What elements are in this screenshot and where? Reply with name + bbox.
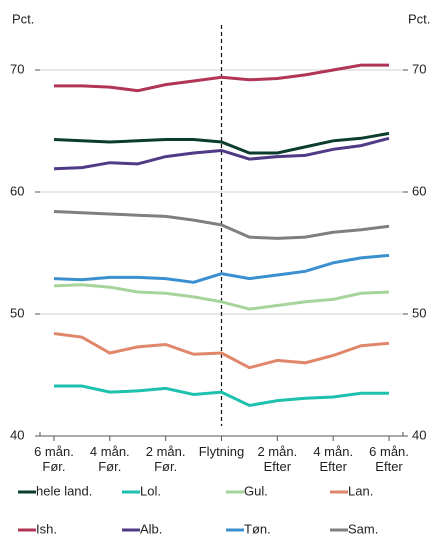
legend-label: Gul. [244,483,268,498]
legend-label: Alb. [140,521,162,536]
legend-label: Tøn. [244,521,271,536]
x-tick-label: 2 mån. Efter [257,444,298,474]
series-line [53,253,390,284]
y-tick-label: 60 [10,183,24,198]
legend-label: Lan. [348,483,373,498]
series-line [53,136,390,171]
y2-tick-label: 50 [412,305,426,320]
x-tick-label: 6 mån. Før. [34,444,74,474]
y-tick-label: 70 [10,61,24,76]
y2-axis-label: Pct. [408,11,430,26]
y-axis-label: Pct. [12,11,34,26]
x-tick-label: Flytning [198,444,245,459]
y-tick-label: 40 [10,427,24,442]
series-line [53,210,390,240]
legend-label: Ish. [36,521,57,536]
y2-tick-label: 70 [412,61,426,76]
legend-label: Sam. [348,521,378,536]
y2-tick-label: 60 [412,183,426,198]
series-line [53,332,390,370]
x-tick-label: 2 mån. Før. [145,444,186,474]
series-line [53,131,390,155]
legend-label: Lol. [140,483,161,498]
series-line [53,283,390,311]
x-tick-label: 6 mån. Efter [369,444,409,474]
legend-label: hele land. [36,483,92,498]
x-tick-label: 4 mån. Før. [89,444,130,474]
x-tick-label: 4 mån. Efter [313,444,354,474]
y-tick-label: 50 [10,305,24,320]
series-line [54,63,389,93]
series-line [54,384,389,408]
y2-tick-label: 40 [412,427,426,442]
